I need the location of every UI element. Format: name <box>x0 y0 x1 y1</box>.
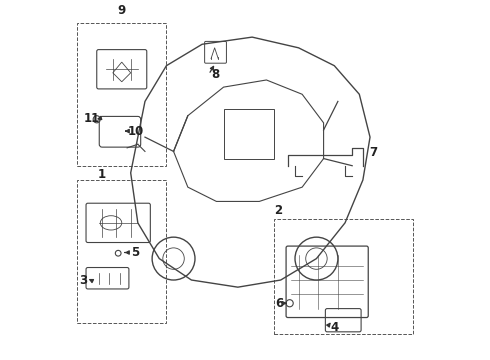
Text: 11: 11 <box>84 112 100 125</box>
Text: 1: 1 <box>98 168 105 181</box>
Bar <box>77 180 167 323</box>
Text: 5: 5 <box>131 246 139 259</box>
Text: 2: 2 <box>274 204 282 217</box>
Text: 4: 4 <box>330 321 339 334</box>
Text: 8: 8 <box>212 68 220 81</box>
Text: 10: 10 <box>128 125 144 138</box>
Text: 6: 6 <box>275 297 283 310</box>
Bar <box>77 23 167 166</box>
Text: 7: 7 <box>369 146 377 159</box>
Text: 3: 3 <box>79 274 88 287</box>
Text: 9: 9 <box>118 4 126 17</box>
Bar <box>223 109 273 158</box>
Bar <box>273 219 413 334</box>
